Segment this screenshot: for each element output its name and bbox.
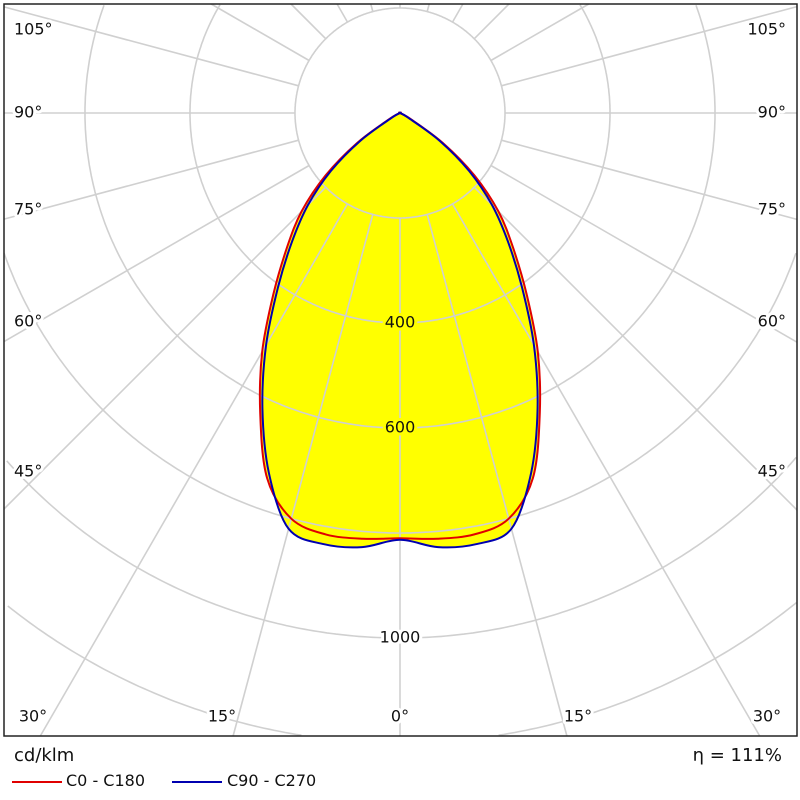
radial-tick-label: 1000 bbox=[380, 628, 421, 647]
angle-label-right-group: 90° bbox=[755, 100, 789, 125]
grid-spoke-overlay bbox=[451, 203, 541, 548]
grid-spoke bbox=[290, 3, 327, 40]
grid-spoke-overlay bbox=[426, 214, 541, 548]
angle-label-bottom: 15° bbox=[564, 707, 592, 726]
grid-spoke bbox=[3, 164, 310, 343]
legend-label-c90-c270: C90 - C270 bbox=[227, 771, 317, 790]
angle-label-left: 90° bbox=[14, 103, 42, 122]
angle-label-left: 45° bbox=[14, 462, 42, 481]
angle-label-bottom-group: 30° bbox=[16, 704, 50, 729]
angle-label-left-group: 75° bbox=[11, 197, 45, 222]
grid-spoke-overlay bbox=[259, 203, 349, 548]
angle-label-left-group: 60° bbox=[11, 309, 45, 334]
angle-label-left-group: 90° bbox=[11, 100, 45, 125]
angle-label-bottom-group: 30° bbox=[750, 704, 784, 729]
angle-label-left: 60° bbox=[14, 312, 42, 331]
angle-label-bottom-group: 15° bbox=[561, 704, 595, 729]
angle-label-bottom: 30° bbox=[19, 707, 47, 726]
angle-label-right: 75° bbox=[758, 200, 786, 219]
grid-spoke bbox=[210, 3, 310, 62]
angle-label-bottom: 15° bbox=[208, 707, 236, 726]
angle-label-right-group: 105° bbox=[744, 17, 789, 42]
grid-ring-overlay bbox=[259, 112, 541, 429]
unit-label: cd/klm bbox=[14, 745, 75, 766]
angle-label-right-group: 60° bbox=[755, 309, 789, 334]
angle-label-left-group: 45° bbox=[11, 459, 45, 484]
grid-spoke bbox=[370, 3, 374, 12]
efficiency-label: η = 111% bbox=[692, 745, 782, 766]
radial-tick-label-group: 600 bbox=[382, 415, 419, 440]
angle-label-left-group: 105° bbox=[11, 17, 56, 42]
grid-ring-overlay bbox=[259, 252, 541, 534]
grid-spoke bbox=[3, 6, 299, 87]
angle-label-right-group: 45° bbox=[755, 459, 789, 484]
grid-spoke bbox=[473, 3, 510, 40]
grid-spoke bbox=[490, 164, 798, 343]
angle-label-bottom: 30° bbox=[753, 707, 781, 726]
plot-frame bbox=[3, 3, 798, 737]
angle-label-left: 105° bbox=[14, 20, 53, 39]
legend-label-c0-c180: C0 - C180 bbox=[66, 771, 146, 790]
angle-label-right: 45° bbox=[758, 462, 786, 481]
radial-tick-label: 400 bbox=[385, 313, 416, 332]
plot-area bbox=[3, 3, 798, 737]
angle-label-bottom: 0° bbox=[391, 707, 409, 726]
grid-spoke bbox=[501, 5, 798, 87]
legend-swatch-c90-c270 bbox=[172, 781, 222, 783]
grid-ring-overlay bbox=[259, 112, 541, 324]
radial-tick-label-group: 1000 bbox=[377, 625, 424, 650]
grid-ring bbox=[6, 456, 797, 639]
grid-spoke bbox=[501, 139, 798, 221]
grid-spoke bbox=[336, 3, 349, 23]
grid-spoke bbox=[451, 3, 464, 23]
radial-tick-label: 600 bbox=[385, 418, 416, 437]
angle-label-right: 105° bbox=[747, 20, 786, 39]
series-line-c0-c180 bbox=[258, 111, 542, 540]
angle-label-right: 60° bbox=[758, 312, 786, 331]
angle-label-bottom-group: 15° bbox=[205, 704, 239, 729]
grid-spoke bbox=[473, 186, 798, 511]
angle-label-left: 75° bbox=[14, 200, 42, 219]
grid-spoke bbox=[3, 186, 327, 510]
legend-swatch-c0-c180 bbox=[12, 781, 62, 783]
series-line-c90-c270 bbox=[261, 111, 539, 549]
angle-label-bottom-group: 0° bbox=[388, 704, 412, 729]
grid-spoke bbox=[3, 139, 299, 220]
radial-tick-label-group: 400 bbox=[382, 310, 419, 335]
grid-ring bbox=[7, 601, 797, 736]
grid-spoke bbox=[426, 3, 430, 12]
grid-spoke-overlay bbox=[259, 214, 374, 548]
grid-spoke bbox=[490, 3, 590, 62]
angle-label-right: 90° bbox=[758, 103, 786, 122]
angle-label-right-group: 75° bbox=[755, 197, 789, 222]
